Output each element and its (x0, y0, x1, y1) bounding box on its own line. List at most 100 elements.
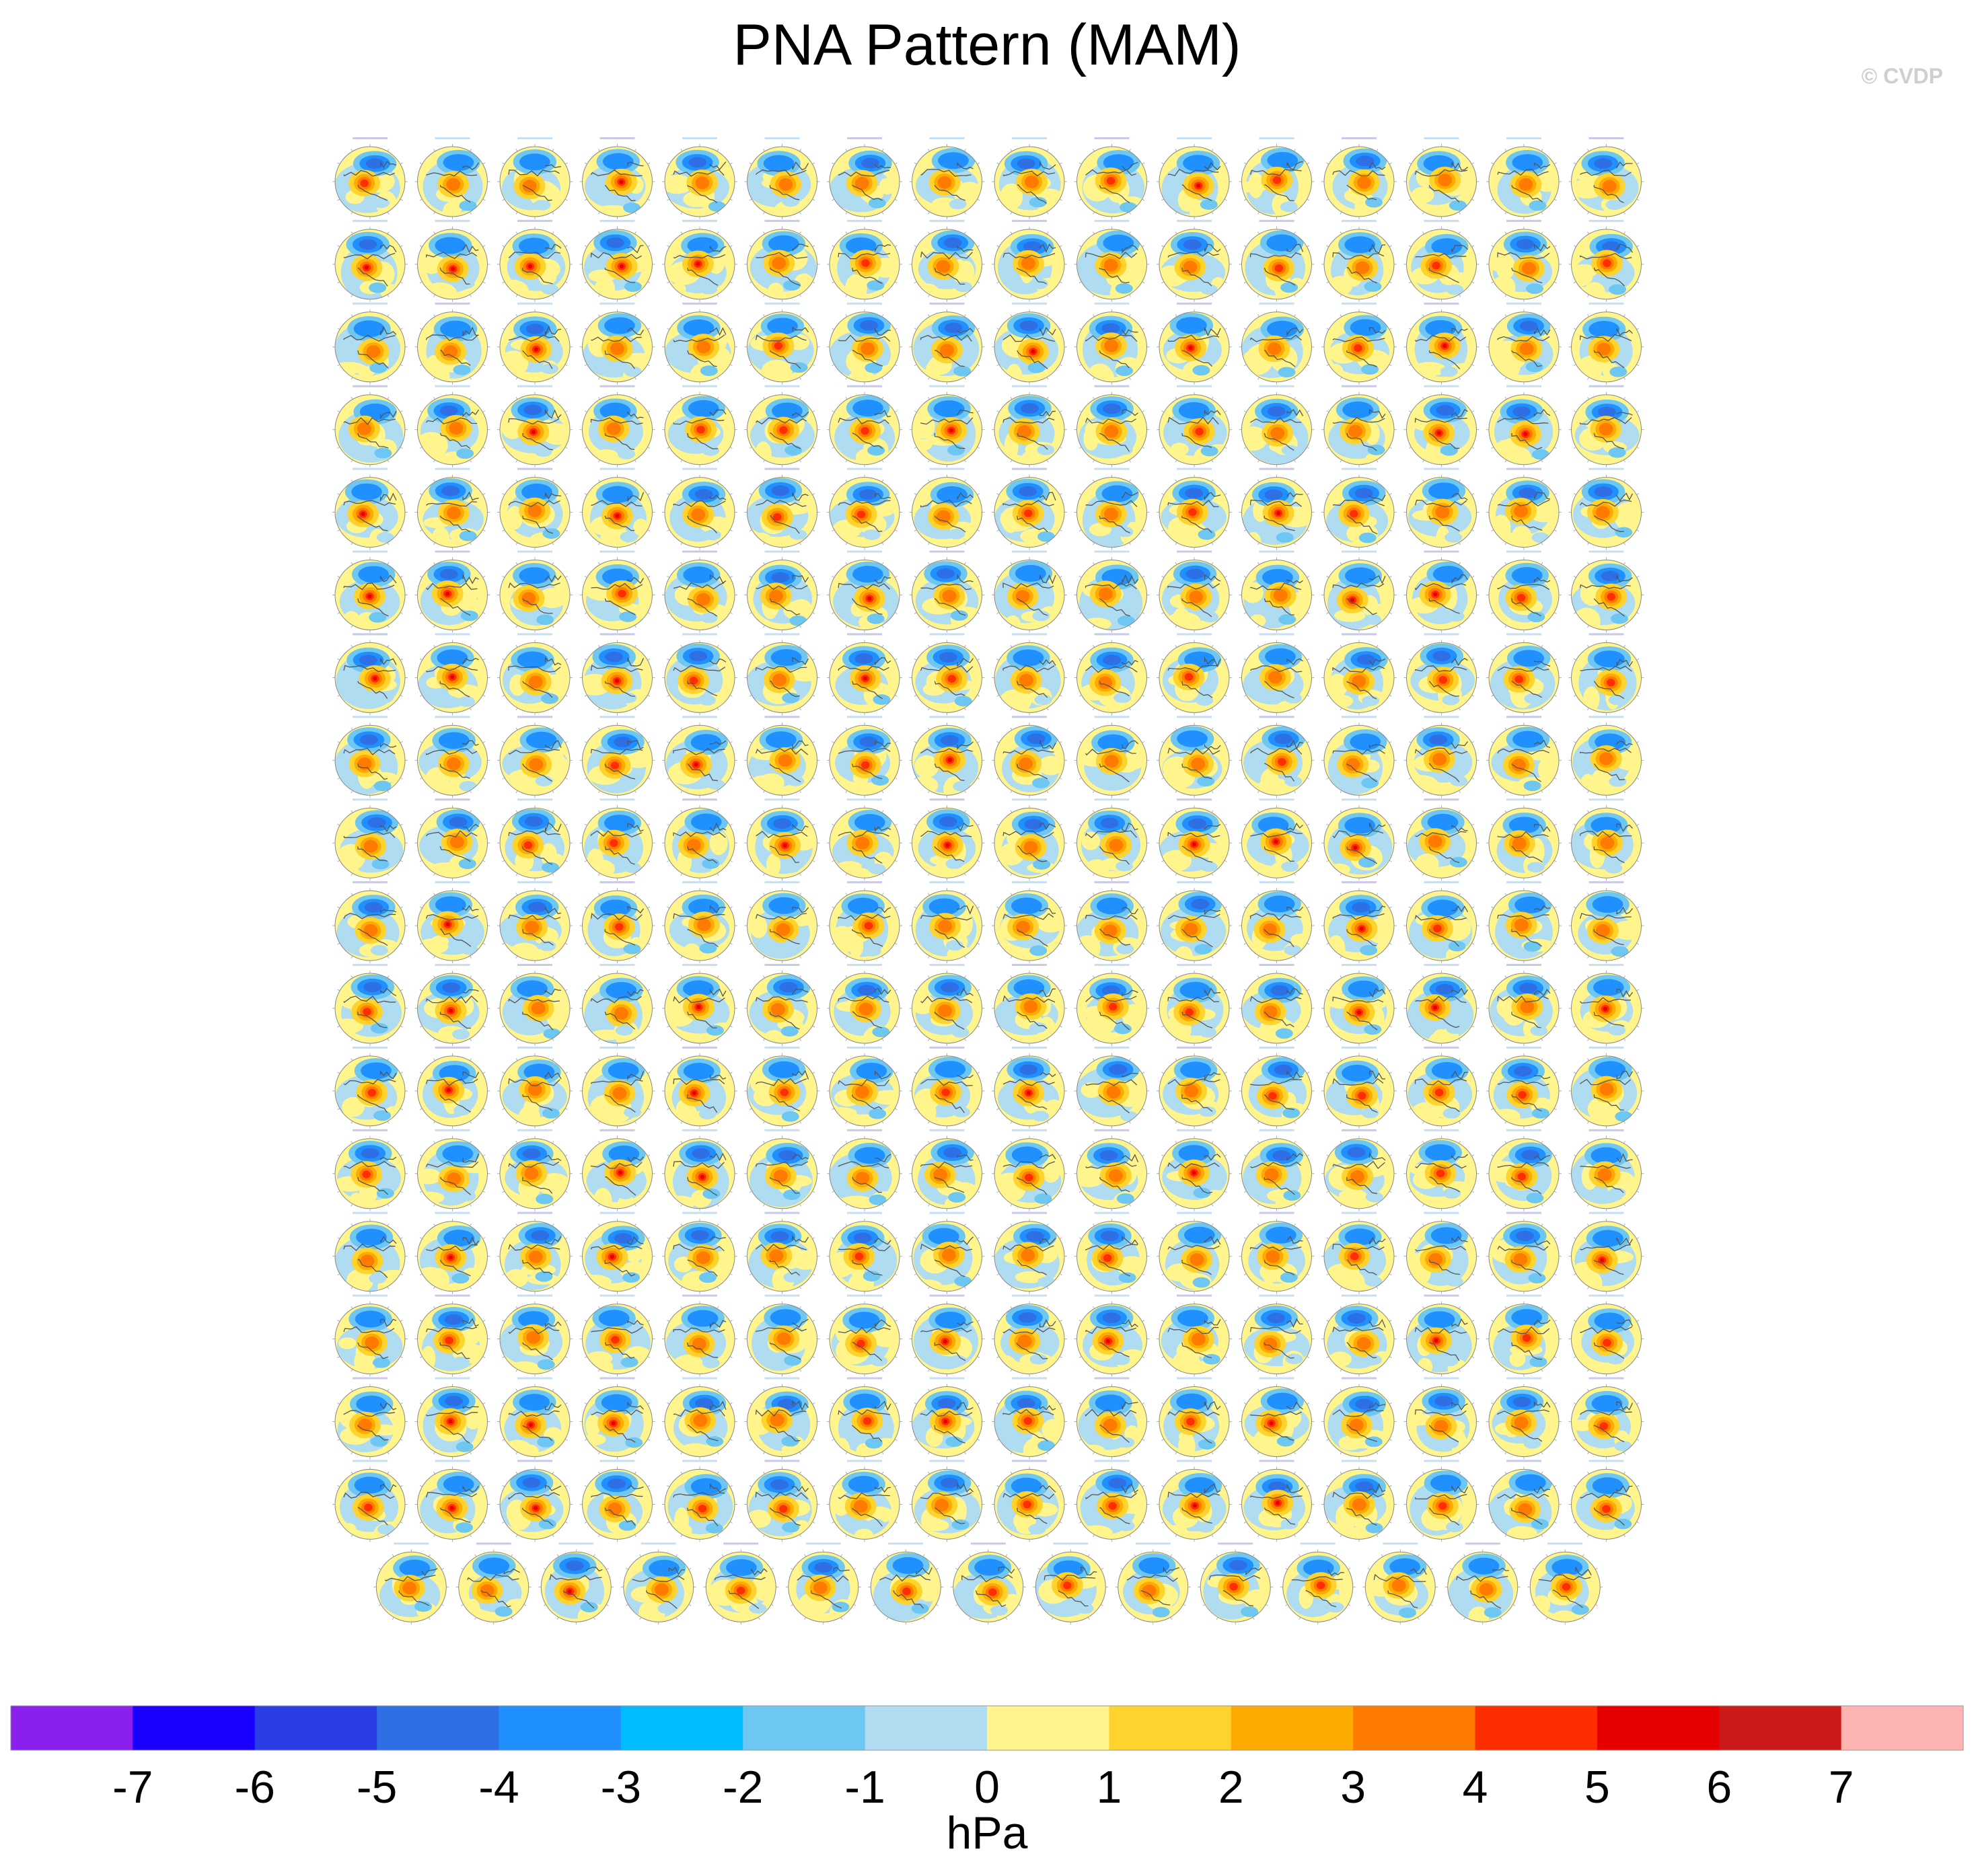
panel-caption (1012, 798, 1047, 801)
longitude-tick (812, 1025, 815, 1028)
longitude-tick (763, 975, 765, 979)
map-panel (1239, 385, 1315, 467)
longitude-tick (1046, 397, 1049, 400)
longitude-tick (928, 562, 930, 565)
longitude-tick (1175, 479, 1177, 482)
longitude-tick (1243, 198, 1247, 201)
longitude-tick (1093, 314, 1095, 317)
longitude-tick (400, 695, 403, 697)
longitude-tick (1059, 659, 1062, 661)
low-pressure-center (1594, 650, 1625, 668)
high-pressure-center (619, 264, 624, 269)
longitude-tick (634, 211, 636, 215)
longitude-tick (1587, 397, 1589, 400)
map-panel (1568, 385, 1644, 467)
high-pressure-center (1433, 924, 1442, 933)
longitude-tick (1587, 479, 1589, 482)
secondary-low (456, 448, 474, 459)
longitude-tick (1504, 377, 1507, 380)
longitude-tick (1422, 790, 1424, 793)
secondary-low (1201, 611, 1219, 623)
longitude-tick (634, 479, 636, 482)
high-pressure-center (615, 923, 624, 931)
longitude-tick (1046, 211, 1049, 215)
longitude-tick (1010, 708, 1013, 711)
panel-caption (847, 964, 882, 966)
longitude-tick (1340, 708, 1342, 711)
low-pressure-center (527, 901, 546, 913)
longitude-tick (763, 211, 765, 215)
longitude-tick (1553, 328, 1557, 330)
longitude-tick (667, 906, 670, 909)
longitude-tick (1307, 162, 1310, 165)
longitude-tick (680, 542, 683, 546)
longitude-tick (1504, 1038, 1507, 1041)
positive-anomaly-patch (768, 283, 784, 299)
longitude-tick (482, 823, 486, 826)
secondary-low (452, 1028, 470, 1040)
longitude-tick (1504, 893, 1507, 896)
high-pressure-center (1442, 344, 1447, 348)
longitude-tick (812, 695, 815, 697)
high-pressure-center (696, 425, 705, 434)
longitude-tick (337, 1108, 340, 1111)
secondary-low (1615, 527, 1633, 538)
panel-caption (682, 385, 717, 387)
longitude-tick (1175, 314, 1177, 317)
high-pressure-center (1273, 589, 1288, 602)
longitude-tick (1504, 790, 1507, 793)
longitude-tick (1059, 695, 1062, 697)
longitude-tick (1161, 493, 1165, 495)
coastline (1580, 161, 1633, 204)
high-pressure-center (1268, 671, 1282, 684)
longitude-tick (598, 644, 600, 648)
high-pressure-center (1188, 346, 1193, 350)
longitude-tick (717, 955, 719, 959)
longitude-tick (1541, 810, 1543, 813)
longitude-tick (482, 612, 486, 614)
longitude-tick (419, 198, 423, 201)
panel-caption (929, 881, 965, 884)
longitude-tick (1587, 459, 1589, 463)
map-panel (1157, 964, 1232, 1046)
longitude-tick (337, 695, 340, 697)
high-pressure-center (776, 923, 791, 936)
low-pressure-center (1516, 239, 1535, 250)
longitude-tick (419, 447, 423, 449)
longitude-tick (799, 644, 801, 648)
map-panel (827, 964, 902, 1046)
panel-caption (435, 1046, 470, 1049)
longitude-tick (1307, 860, 1310, 862)
longitude-tick (1587, 231, 1589, 235)
longitude-tick (1389, 328, 1392, 330)
secondary-low (373, 1110, 392, 1121)
map-panel (414, 467, 490, 550)
panel-caption (847, 798, 882, 801)
longitude-tick (1636, 695, 1640, 697)
longitude-tick (1389, 659, 1392, 661)
longitude-tick (1307, 612, 1310, 614)
longitude-tick (1046, 708, 1049, 711)
longitude-tick (1010, 314, 1013, 317)
longitude-tick (1046, 562, 1049, 565)
longitude-tick (584, 1025, 587, 1028)
longitude-tick (1623, 314, 1625, 317)
panel-caption (764, 467, 800, 470)
longitude-tick (400, 777, 403, 780)
longitude-tick (584, 198, 587, 201)
longitude-tick (598, 975, 600, 979)
panel-caption (1424, 137, 1459, 139)
longitude-tick (564, 493, 568, 495)
secondary-low (1200, 284, 1218, 295)
panel-caption (929, 219, 965, 222)
map-panel (1568, 964, 1644, 1046)
longitude-tick (964, 810, 966, 813)
longitude-tick (1541, 955, 1543, 959)
longitude-tick (1471, 529, 1475, 531)
high-pressure-center (1603, 1006, 1608, 1011)
map-panel (827, 385, 902, 467)
panel-caption (1506, 881, 1541, 884)
longitude-tick (351, 231, 353, 235)
longitude-tick (1636, 989, 1640, 991)
longitude-tick (1224, 364, 1227, 367)
